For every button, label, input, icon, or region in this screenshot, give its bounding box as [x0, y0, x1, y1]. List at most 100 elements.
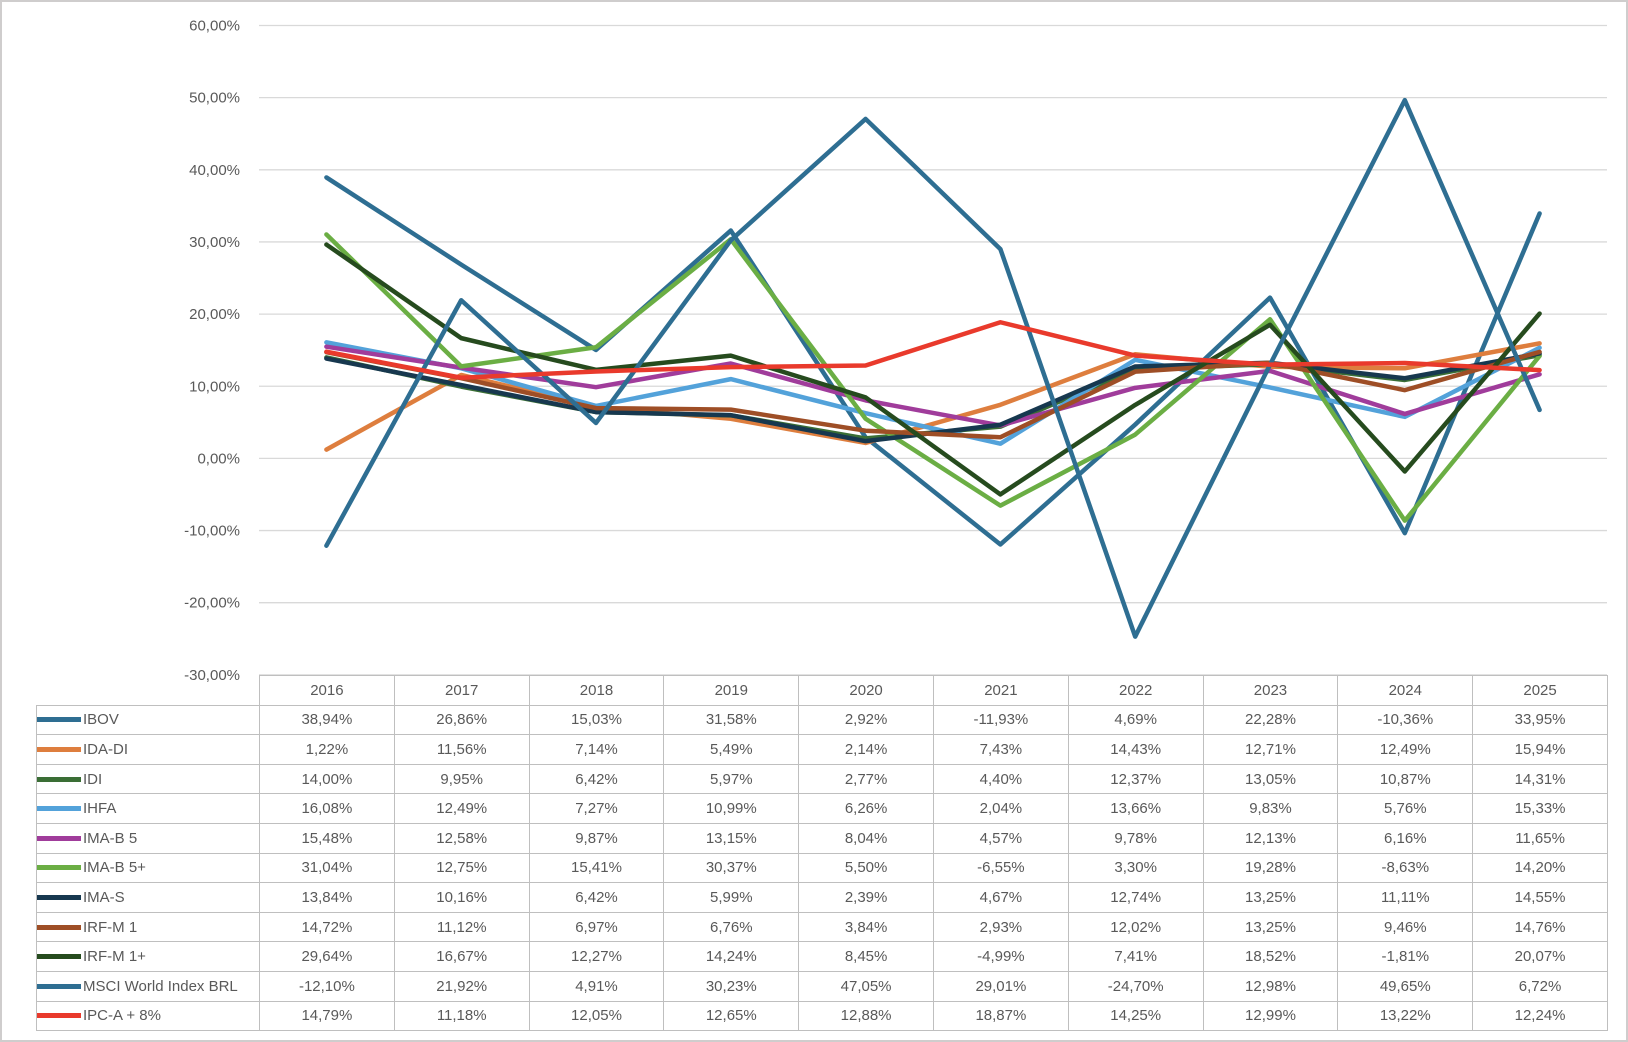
value-cell: 11,18%: [393, 1000, 530, 1032]
series-name: IHFA: [83, 800, 117, 818]
y-axis-tick-label: -10,00%: [184, 523, 240, 540]
value-cell: 26,86%: [393, 704, 530, 736]
value-cell: 7,27%: [528, 793, 665, 824]
table-row-ima-b-5: IMA-B 5 15,48% 12,58% 9,87% 13,15% 8,04% 4,57%…: [36, 822, 1608, 854]
series-line-ima-b-5[interactable]: [324, 344, 1542, 428]
series-label-cell: IMA-B 5: [36, 822, 260, 854]
value-cell: 9,83%: [1202, 793, 1339, 824]
value-cell: 22,28%: [1202, 704, 1339, 736]
table-row-ima-s: IMA-S 13,84% 10,16% 6,42% 5,99% 2,39% 4,67% 12,…: [36, 882, 1608, 913]
series-line-ima-b-5[interactable]: [324, 232, 1542, 523]
value-cell: 13,25%: [1202, 911, 1339, 943]
series-label-cell: IMA-B 5+: [36, 852, 260, 884]
table-row-ida-di: IDA-DI 1,22% 11,56% 7,14% 5,49% 2,14% 7,43% 14,…: [36, 734, 1608, 765]
value-cell: 15,48%: [259, 822, 395, 854]
value-cell: 9,46%: [1337, 911, 1474, 943]
value-cell: 5,50%: [798, 852, 934, 884]
chart-data-table: 2016 2017 2018 2019 2020 2021 2022 2023 2024 2025…: [36, 675, 1608, 1032]
value-cell: 21,92%: [393, 970, 530, 1002]
value-cell: 14,72%: [259, 911, 395, 943]
value-cell: 12,05%: [528, 1000, 665, 1032]
value-cell: 13,66%: [1067, 793, 1204, 824]
value-cell: 6,42%: [528, 882, 665, 913]
legend-swatch-msci-world-index-brl: [37, 983, 81, 989]
year-header-cell: 2023: [1202, 675, 1339, 706]
value-cell: 13,22%: [1337, 1000, 1474, 1032]
series-line-irf-m-1[interactable]: [324, 242, 1542, 497]
value-cell: 9,78%: [1067, 822, 1204, 854]
series-name: IDA-DI: [83, 740, 128, 758]
year-header-cell: 2021: [932, 675, 1069, 706]
value-cell: 10,99%: [663, 793, 800, 824]
value-cell: 12,27%: [528, 941, 665, 972]
value-cell: 4,91%: [528, 970, 665, 1002]
table-row-ihfa: IHFA 16,08% 12,49% 7,27% 10,99% 6,26% 2,04% 13,…: [36, 793, 1608, 824]
series-label-cell: IMA-S: [36, 882, 260, 913]
value-cell: -1,81%: [1337, 941, 1474, 972]
value-cell: 7,43%: [932, 734, 1069, 765]
value-cell: 10,16%: [393, 882, 530, 913]
value-cell: -6,55%: [932, 852, 1069, 884]
value-cell: 14,24%: [663, 941, 800, 972]
series-name: IMA-B 5+: [83, 859, 146, 877]
legend-swatch-ima-s: [37, 894, 81, 900]
y-axis-tick-label: 20,00%: [189, 306, 240, 323]
y-axis-tick-label: 40,00%: [189, 162, 240, 179]
value-cell: 6,42%: [528, 763, 665, 795]
value-cell: 14,25%: [1067, 1000, 1204, 1032]
value-cell: 18,52%: [1202, 941, 1339, 972]
value-cell: -10,36%: [1337, 704, 1474, 736]
legend-swatch-ima-b-5: [37, 835, 81, 841]
year-header-cell: 2020: [798, 675, 934, 706]
value-cell: 12,98%: [1202, 970, 1339, 1002]
table-corner-cell: [37, 676, 260, 706]
year-header-cell: 2022: [1067, 675, 1204, 706]
value-cell: 4,67%: [932, 882, 1069, 913]
value-cell: 29,64%: [259, 941, 395, 972]
value-cell: 14,00%: [259, 763, 395, 795]
series-line-ibov[interactable]: [324, 175, 1542, 547]
legend-swatch-ipc-a-8: [37, 1013, 81, 1019]
value-cell: 7,14%: [528, 734, 665, 765]
value-cell: 5,97%: [663, 763, 800, 795]
series-line-ihfa[interactable]: [324, 340, 1542, 446]
value-cell: 12,02%: [1067, 911, 1204, 943]
value-cell: 12,71%: [1202, 734, 1339, 765]
value-cell: 3,84%: [798, 911, 934, 943]
series-name: IDI: [83, 770, 103, 788]
value-cell: 4,40%: [932, 763, 1069, 795]
value-cell: 2,77%: [798, 763, 934, 795]
value-cell: 15,94%: [1472, 734, 1608, 765]
series-label-cell: IRF-M 1+: [36, 941, 260, 972]
series-label-cell: MSCI World Index BRL: [36, 970, 260, 1002]
value-cell: 30,23%: [663, 970, 800, 1002]
value-cell: 38,94%: [259, 704, 395, 736]
y-axis-tick-label: 0,00%: [197, 450, 240, 467]
value-cell: 6,97%: [528, 911, 665, 943]
table-row-idi: IDI 14,00% 9,95% 6,42% 5,97% 2,77% 4,40% 12,37%…: [36, 763, 1608, 795]
year-header-cell: 2019: [663, 675, 800, 706]
value-cell: 14,79%: [259, 1000, 395, 1032]
series-label-cell: IPC-A + 8%: [36, 1000, 260, 1032]
series-line-ipc-a-8[interactable]: [324, 320, 1542, 380]
value-cell: 2,04%: [932, 793, 1069, 824]
value-cell: 5,49%: [663, 734, 800, 765]
value-cell: 8,04%: [798, 822, 934, 854]
value-cell: 29,01%: [932, 970, 1069, 1002]
legend-swatch-ibov: [37, 717, 81, 723]
table-row-ibov: IBOV 38,94% 26,86% 15,03% 31,58% 2,92% -11,93%…: [36, 704, 1608, 736]
y-axis-tick-label: 10,00%: [189, 378, 240, 395]
legend-swatch-irf-m-1: [37, 954, 81, 960]
value-cell: 3,30%: [1067, 852, 1204, 884]
table-row-irf-m-1: IRF-M 1 14,72% 11,12% 6,97% 6,76% 3,84% 2,93% 1…: [36, 911, 1608, 943]
table-row-ima-b-5: IMA-B 5+ 31,04% 12,75% 15,41% 30,37% 5,50% -6,…: [36, 852, 1608, 884]
series-line-msci-world-index-brl[interactable]: [324, 97, 1542, 639]
series-name: IMA-S: [83, 888, 125, 906]
series-name: IMA-B 5: [83, 829, 138, 847]
series-line-irf-m-1[interactable]: [324, 349, 1542, 440]
value-cell: 6,76%: [663, 911, 800, 943]
value-cell: 6,72%: [1472, 970, 1608, 1002]
value-cell: -24,70%: [1067, 970, 1204, 1002]
y-axis-tick-label: -30,00%: [184, 667, 240, 684]
